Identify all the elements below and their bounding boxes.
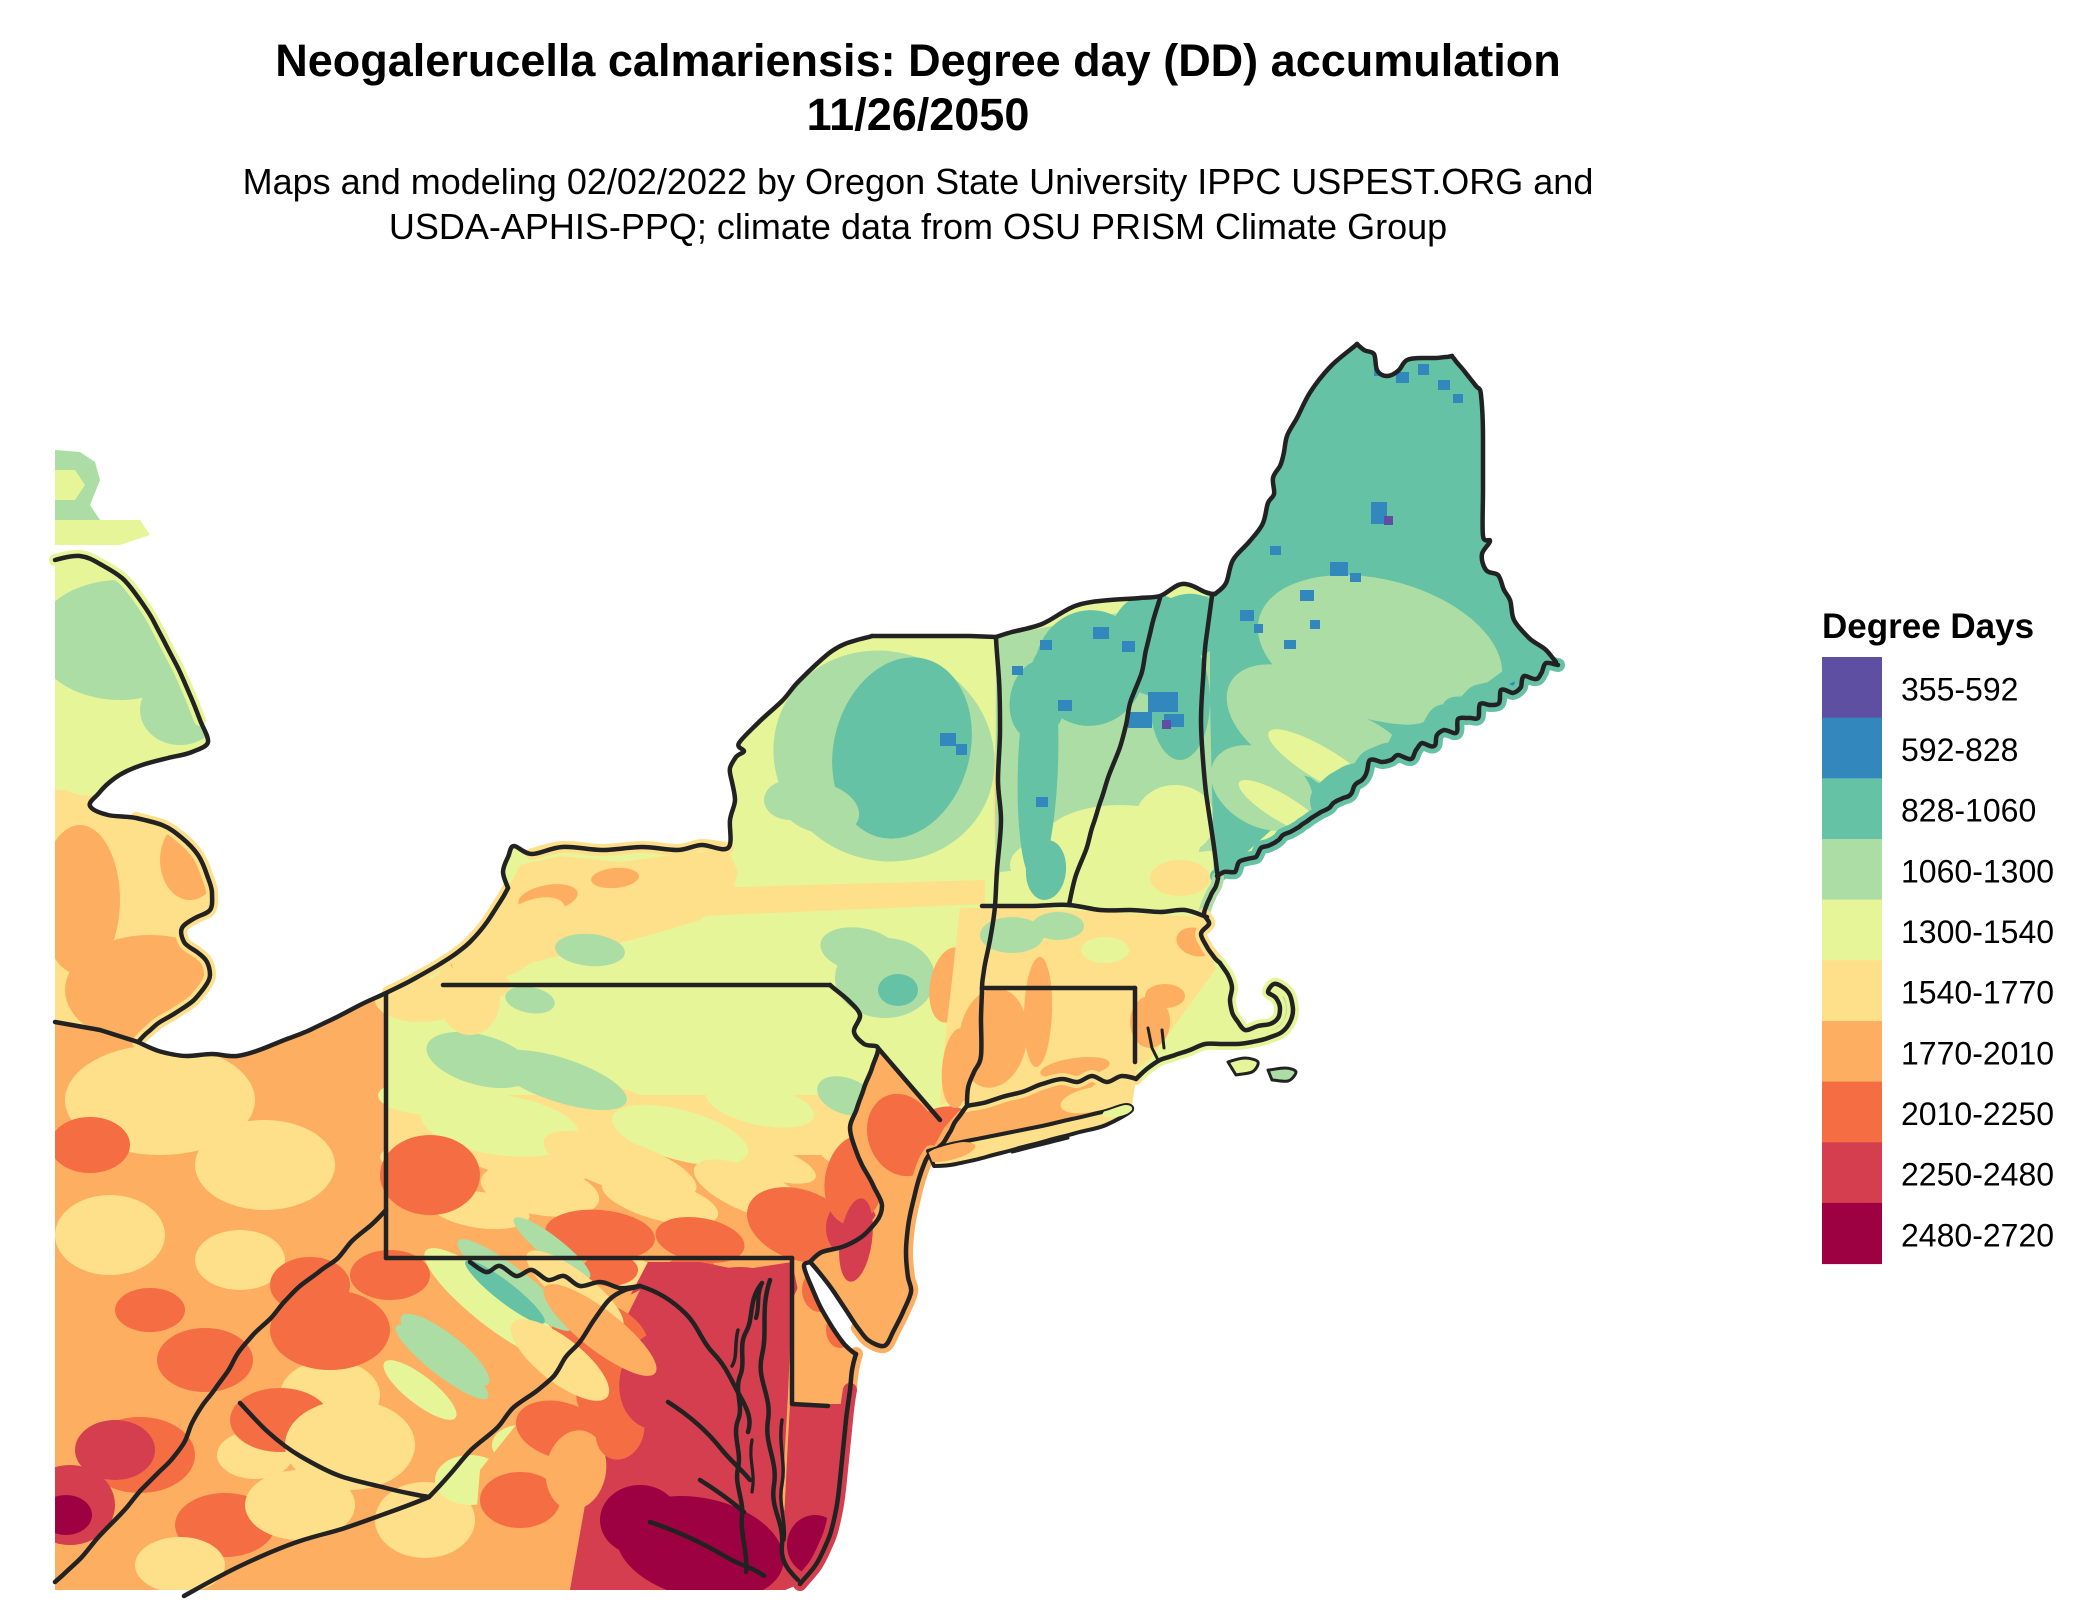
svg-text:2250-2480: 2250-2480	[1901, 1157, 2054, 1193]
svg-text:1770-2010: 1770-2010	[1901, 1035, 2054, 1071]
svg-text:355-592: 355-592	[1901, 671, 2018, 707]
svg-text:1060-1300: 1060-1300	[1901, 853, 2054, 889]
svg-text:828-1060: 828-1060	[1901, 793, 2036, 829]
svg-text:Degree Days: Degree Days	[1822, 607, 2034, 646]
svg-text:1540-1770: 1540-1770	[1901, 975, 2054, 1011]
svg-text:2480-2720: 2480-2720	[1901, 1217, 2054, 1253]
svg-text:592-828: 592-828	[1901, 732, 2018, 768]
svg-text:11/26/2050: 11/26/2050	[807, 89, 1030, 140]
svg-text:USDA-APHIS-PPQ; climate data f: USDA-APHIS-PPQ; climate data from OSU PR…	[389, 206, 1447, 247]
svg-text:Maps and modeling 02/02/2022 b: Maps and modeling 02/02/2022 by Oregon S…	[243, 161, 1594, 202]
svg-text:2010-2250: 2010-2250	[1901, 1096, 2054, 1132]
svg-text:1300-1540: 1300-1540	[1901, 914, 2054, 950]
svg-text:Neogalerucella calmariensis: D: Neogalerucella calmariensis: Degree day …	[275, 35, 1560, 86]
